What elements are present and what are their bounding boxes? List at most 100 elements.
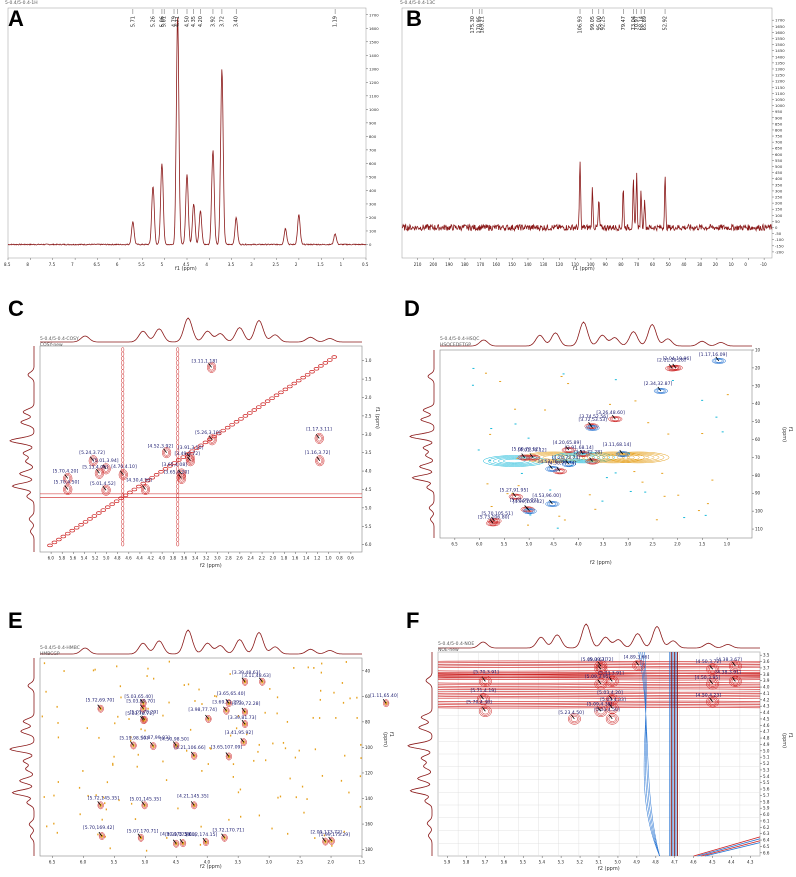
contour	[226, 753, 232, 760]
y-tick-label: 90	[755, 491, 761, 496]
annotation-marker	[549, 464, 553, 470]
annotation-label: [5.03,99.03]	[510, 497, 539, 503]
noise-dot	[306, 798, 308, 800]
y-tick-label: 4.6	[763, 723, 770, 728]
noise-dot	[520, 472, 523, 474]
peak-label: 4.20	[198, 16, 204, 27]
band-contour	[616, 453, 660, 462]
noise-dot	[147, 667, 149, 670]
noise-dot	[168, 701, 170, 704]
x-tick-label: 5.0	[614, 860, 621, 865]
xlabel-f: f2 (ppm)	[598, 866, 620, 872]
y-tick-label: 950	[775, 109, 783, 114]
annotation-label: [4.50,4.23]	[696, 693, 722, 699]
contour	[63, 484, 73, 495]
annotation-marker	[529, 453, 534, 458]
x-tick-label: 5.0	[526, 542, 533, 547]
annotation-label: [5.07,170.71]	[127, 829, 159, 835]
diagonal-contour	[51, 540, 58, 545]
contour	[594, 663, 608, 675]
x-tick-label: 2.4	[247, 556, 254, 561]
diagonal-contour	[82, 520, 89, 524]
chart-e-svg: 6.5 6.0 5.5 5.0 4.5 4.0 3.5 3.0 2.5 2.0 1.5 40 60 80 1…	[9, 629, 398, 865]
contour	[178, 474, 186, 483]
diagonal-contour	[269, 396, 275, 400]
contour	[510, 494, 522, 500]
y-tick-label: 5.6	[763, 787, 770, 792]
x-tick-label: 5	[161, 262, 164, 267]
contour	[666, 366, 678, 371]
y-tick-label: 3.5	[763, 653, 770, 658]
contour	[480, 706, 491, 716]
noise-dot	[601, 500, 604, 502]
y-tick-label: 600	[369, 161, 377, 166]
annotation-label: [3.91,3.50]	[178, 445, 204, 451]
peak-label: 5.71	[130, 16, 136, 27]
annotation-marker	[526, 506, 530, 512]
y-tick-label: 1650	[775, 24, 785, 29]
y-tick-label: 700	[369, 147, 377, 152]
contour	[478, 705, 492, 717]
noise-dot	[257, 750, 259, 753]
contour	[94, 467, 104, 479]
x-tick-label: 3.0	[266, 860, 273, 865]
y-tick-label: 100	[365, 745, 373, 750]
x-tick-label: 5.3	[558, 860, 565, 865]
noise-dot	[349, 697, 351, 700]
subheader-e: HMBCGP	[40, 652, 60, 657]
x-tick-label: 8	[26, 262, 29, 267]
header-a: 5-0.4/5-0.4-1H	[5, 1, 38, 6]
annotation-label: [4.89,3.66]	[624, 654, 650, 660]
x-tick-label: 4.5	[183, 262, 190, 267]
noise-dot	[117, 715, 119, 718]
contour	[607, 676, 618, 686]
annotation-marker	[597, 664, 602, 670]
x-tick-label: 4.4	[136, 556, 143, 561]
contour	[615, 451, 630, 458]
annotation-marker	[223, 706, 227, 711]
noise-dot	[264, 711, 266, 714]
y-tick-label: 4.5	[365, 487, 372, 492]
band-contour	[597, 454, 630, 461]
y-tick-label: 500	[775, 164, 783, 169]
x-tick-label: 8.5	[4, 262, 11, 267]
x-tick-label: 5.9	[444, 860, 451, 865]
x-tick-label: 200	[429, 262, 437, 267]
annotation-label: [4.87,99.03]	[141, 735, 170, 741]
contour	[480, 676, 491, 686]
annotation-marker	[482, 707, 486, 712]
annotation-marker	[97, 801, 102, 806]
contour	[611, 417, 620, 421]
x-tick-label: 2.5	[273, 262, 280, 267]
noise-dot	[549, 489, 552, 491]
x-tick-label: 6.0	[476, 542, 483, 547]
contour	[317, 457, 323, 464]
contour	[328, 837, 335, 845]
contour	[185, 451, 195, 463]
noise-dot	[294, 756, 297, 759]
diagonal-contour	[220, 428, 226, 433]
noise-dot	[323, 834, 326, 837]
noise-dot	[166, 837, 168, 839]
diagonal-contour	[331, 355, 337, 359]
y-tick-label: 6.6	[763, 850, 770, 855]
diagonal-contour	[238, 417, 244, 421]
x-tick-label: 210	[414, 262, 422, 267]
annotation-marker	[635, 661, 640, 666]
contour	[655, 388, 667, 394]
peak-label: 169.21	[479, 16, 485, 34]
noise-dot	[715, 416, 718, 418]
peak-label: 73.04	[631, 16, 637, 30]
streak-contour	[176, 541, 180, 547]
xlabel-d: f2 (ppm)	[590, 560, 612, 566]
noise-dot	[641, 481, 644, 483]
diagonal-contour	[309, 369, 315, 374]
noise-dot	[210, 747, 212, 750]
noise-dot	[116, 665, 118, 668]
annotation-marker	[709, 697, 713, 702]
y-tick-label: 850	[775, 121, 783, 126]
contour	[587, 459, 598, 464]
contour	[548, 502, 557, 506]
contour	[150, 742, 157, 751]
noise-dot	[295, 796, 297, 799]
